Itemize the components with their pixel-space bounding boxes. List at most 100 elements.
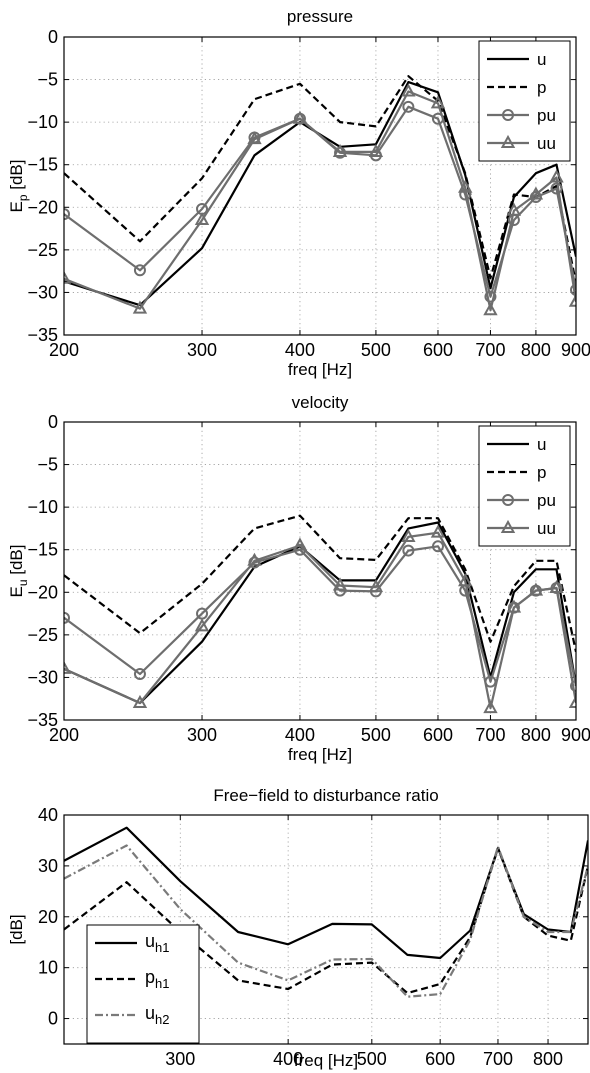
x-tick-label: 200 xyxy=(49,725,79,745)
legend-marker xyxy=(500,519,516,533)
data-point xyxy=(332,577,348,591)
y-tick-label: −15 xyxy=(27,155,58,175)
legend: up pu uu xyxy=(478,40,571,162)
data-point xyxy=(132,300,148,314)
x-axis-label: freq [Hz] xyxy=(288,745,352,764)
x-tick-label: 500 xyxy=(361,340,391,360)
legend: uh1 ph1 uh2 xyxy=(86,924,200,1044)
data-point xyxy=(430,95,446,109)
data-point xyxy=(368,143,384,157)
x-tick-label: 900 xyxy=(561,340,590,360)
x-tick-label: 700 xyxy=(475,725,505,745)
chart-title: Free−field to disturbance ratio xyxy=(213,786,438,805)
series-line-0 xyxy=(64,826,588,960)
data-point xyxy=(194,211,210,226)
data-point xyxy=(570,679,576,692)
legend-label: p xyxy=(537,78,546,97)
y-tick-label: −30 xyxy=(27,282,58,302)
data-point xyxy=(458,179,473,193)
x-tick-label: 800 xyxy=(533,1049,563,1069)
legend-box xyxy=(86,924,200,1044)
data-point xyxy=(483,700,498,714)
legend-label: uu xyxy=(537,519,556,538)
legend-label: uh1 xyxy=(145,931,169,955)
legend-box xyxy=(478,425,571,547)
series-line-0 xyxy=(64,521,576,705)
data-point xyxy=(458,573,473,587)
data-point xyxy=(549,579,564,594)
x-tick-label: 300 xyxy=(187,340,217,360)
y-tick-label: 10 xyxy=(38,958,58,978)
series-line-3 xyxy=(64,531,576,710)
y-tick-label: −25 xyxy=(27,240,58,260)
series-group xyxy=(64,514,576,714)
y-tick-label: 20 xyxy=(38,907,58,927)
legend-marker xyxy=(500,134,516,148)
legend-label: p xyxy=(537,463,546,482)
series-line-2 xyxy=(64,105,576,298)
grid xyxy=(64,422,576,720)
data-point xyxy=(292,110,308,124)
legend-label: u xyxy=(537,435,546,454)
y-axis-label: [dB] xyxy=(7,914,26,944)
legend-label: pu xyxy=(537,491,556,510)
y-tick-label: 0 xyxy=(48,412,58,432)
x-tick-label: 600 xyxy=(423,725,453,745)
x-tick-label: 400 xyxy=(273,1049,303,1069)
chart-1: 200 300 400 500 600 700 800 900 0 −5 −10 −15 −20 −25 −… xyxy=(7,7,590,379)
x-tick-label: 300 xyxy=(165,1049,195,1069)
axes-box xyxy=(63,421,577,721)
legend-marker xyxy=(502,494,514,506)
x-axis-label: freq [Hz] xyxy=(294,1051,358,1070)
data-point xyxy=(133,264,146,277)
x-axis-label: freq [Hz] xyxy=(288,360,352,379)
x-tick-label: 400 xyxy=(285,340,315,360)
data-point xyxy=(64,208,70,221)
data-point xyxy=(133,668,146,681)
data-point xyxy=(194,618,210,632)
data-point xyxy=(402,100,415,113)
x-tick-label: 300 xyxy=(187,725,217,745)
axes-box xyxy=(63,36,577,336)
data-point xyxy=(506,202,522,216)
y-tick-label: −25 xyxy=(27,625,58,645)
data-point xyxy=(528,186,544,200)
x-tick-label: 500 xyxy=(357,1049,387,1069)
series-line-1 xyxy=(64,846,588,995)
legend-label: u xyxy=(537,50,546,69)
y-tick-label: −20 xyxy=(27,197,58,217)
chart-title: pressure xyxy=(287,7,353,26)
data-point xyxy=(402,544,415,557)
series-line-0 xyxy=(64,80,576,307)
data-point xyxy=(368,579,384,593)
legend-label: uu xyxy=(537,134,556,153)
chart-title: velocity xyxy=(292,393,349,412)
y-tick-label: −10 xyxy=(27,497,58,517)
data-point xyxy=(570,283,576,296)
data-point xyxy=(431,540,444,553)
y-tick-label: 40 xyxy=(38,805,58,825)
series-line-2 xyxy=(64,844,588,998)
y-tick-label: 0 xyxy=(48,27,58,47)
chart-3: 300 400 500 600 700 800 40 30 20 10 0 Free−field to… xyxy=(7,786,589,1070)
data-point xyxy=(568,293,576,307)
x-tick-label: 600 xyxy=(423,340,453,360)
x-tick-label: 900 xyxy=(561,725,590,745)
grid xyxy=(64,37,576,335)
data-point xyxy=(64,611,70,624)
x-tick-label: 400 xyxy=(285,725,315,745)
data-point xyxy=(568,694,576,708)
data-point xyxy=(64,270,72,284)
x-tick-label: 800 xyxy=(521,725,551,745)
y-tick-label: −10 xyxy=(27,112,58,132)
x-tick-label: 700 xyxy=(483,1049,513,1069)
legend-box xyxy=(478,40,571,162)
data-point xyxy=(247,131,262,145)
data-point xyxy=(332,143,348,157)
series-group xyxy=(64,826,588,998)
legend: up pu uu xyxy=(478,425,571,547)
data-point xyxy=(430,524,446,538)
data-point xyxy=(528,582,544,596)
data-point xyxy=(132,694,148,708)
y-tick-label: −35 xyxy=(27,325,58,345)
